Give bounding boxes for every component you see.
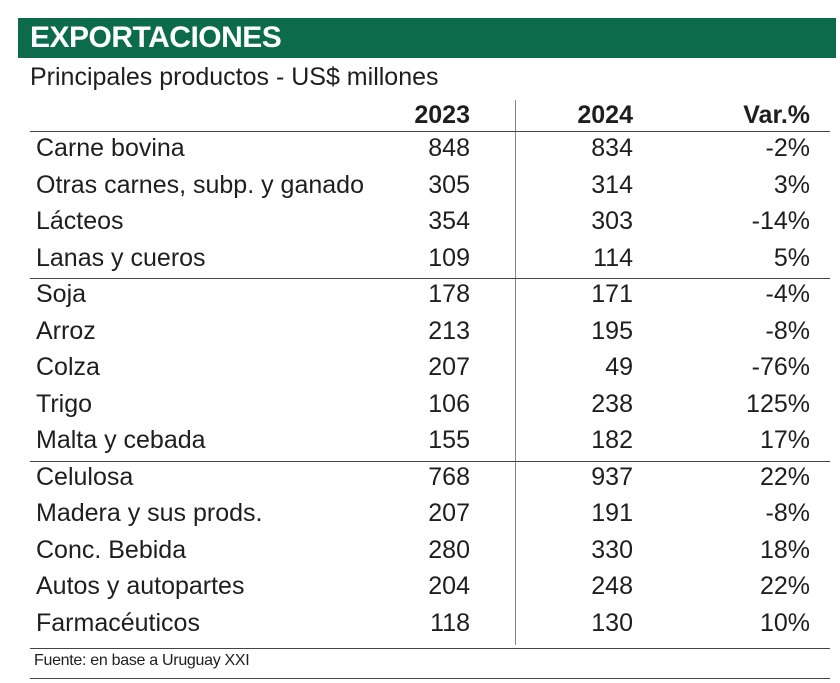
cell-value: 213 bbox=[428, 317, 470, 345]
cell-value: 106 bbox=[428, 390, 470, 418]
cell-value: 937 bbox=[591, 463, 633, 491]
cell-value: 10% bbox=[759, 609, 810, 637]
row-label: Farmacéuticos bbox=[36, 609, 200, 637]
group-separator bbox=[30, 461, 830, 462]
cell-value: 17% bbox=[759, 426, 810, 454]
cell-value: 303 bbox=[591, 207, 633, 235]
cell-value: 178 bbox=[428, 280, 470, 308]
row-label: Madera y sus prods. bbox=[36, 499, 263, 527]
cell-value: 305 bbox=[428, 171, 470, 199]
cell-value: 118 bbox=[430, 609, 470, 637]
row-label: Malta y cebada bbox=[36, 426, 206, 454]
cell-value: 204 bbox=[428, 572, 470, 600]
cell-value: -14% bbox=[751, 207, 810, 235]
column-header: Var.% bbox=[743, 101, 810, 129]
row-label: Carne bovina bbox=[36, 134, 185, 162]
cell-value: 155 bbox=[428, 426, 470, 454]
column-header: 2024 bbox=[577, 101, 633, 129]
cell-value: -8% bbox=[765, 317, 810, 345]
cell-value: 238 bbox=[591, 390, 633, 418]
row-label: Lácteos bbox=[36, 207, 124, 235]
cell-value: 49 bbox=[605, 353, 633, 381]
cell-value: 354 bbox=[428, 207, 470, 235]
row-label: Soja bbox=[36, 280, 87, 308]
cell-value: 280 bbox=[428, 536, 470, 564]
cell-value: 834 bbox=[591, 134, 633, 162]
row-label: Arroz bbox=[36, 317, 96, 345]
cell-value: 330 bbox=[591, 536, 633, 564]
cell-value: 125% bbox=[746, 390, 810, 418]
cell-value: 191 bbox=[591, 499, 633, 527]
cell-value: 22% bbox=[759, 463, 810, 491]
cell-value: 18% bbox=[759, 536, 810, 564]
cell-value: 182 bbox=[591, 426, 633, 454]
cell-value: 207 bbox=[428, 353, 470, 381]
cell-value: 114 bbox=[593, 244, 633, 272]
row-label: Colza bbox=[36, 353, 100, 381]
row-label: Celulosa bbox=[36, 463, 134, 491]
cell-value: 314 bbox=[591, 171, 633, 199]
cell-value: -4% bbox=[765, 280, 810, 308]
cell-value: 171 bbox=[591, 280, 633, 308]
title: EXPORTACIONES bbox=[30, 21, 282, 54]
cell-value: 207 bbox=[428, 499, 470, 527]
subtitle: Principales productos - US$ millones bbox=[30, 63, 439, 91]
source: Fuente: en base a Uruguay XXI bbox=[34, 652, 250, 669]
cell-value: 130 bbox=[591, 609, 633, 637]
cell-value: 848 bbox=[428, 134, 470, 162]
cell-value: -8% bbox=[765, 499, 810, 527]
column-divider bbox=[515, 100, 516, 645]
row-label: Lanas y cueros bbox=[36, 244, 206, 272]
cell-value: 3% bbox=[773, 171, 810, 199]
cell-value: 109 bbox=[428, 244, 470, 272]
row-label: Otras carnes, subp. y ganado bbox=[36, 171, 364, 199]
footer-rule bbox=[30, 678, 830, 679]
row-label: Autos y autopartes bbox=[36, 572, 245, 600]
cell-value: 5% bbox=[773, 244, 810, 272]
cell-value: 248 bbox=[591, 572, 633, 600]
cell-value: 22% bbox=[759, 572, 810, 600]
header-rule bbox=[30, 131, 830, 132]
row-label: Conc. Bebida bbox=[36, 536, 187, 564]
title-bar bbox=[18, 18, 836, 58]
bottom-rule bbox=[30, 648, 830, 649]
cell-value: 768 bbox=[428, 463, 470, 491]
column-header: 2023 bbox=[414, 101, 470, 129]
row-label: Trigo bbox=[36, 390, 93, 418]
cell-value: -76% bbox=[751, 353, 810, 381]
cell-value: 195 bbox=[591, 317, 633, 345]
group-separator bbox=[30, 278, 830, 279]
cell-value: -2% bbox=[765, 134, 810, 162]
